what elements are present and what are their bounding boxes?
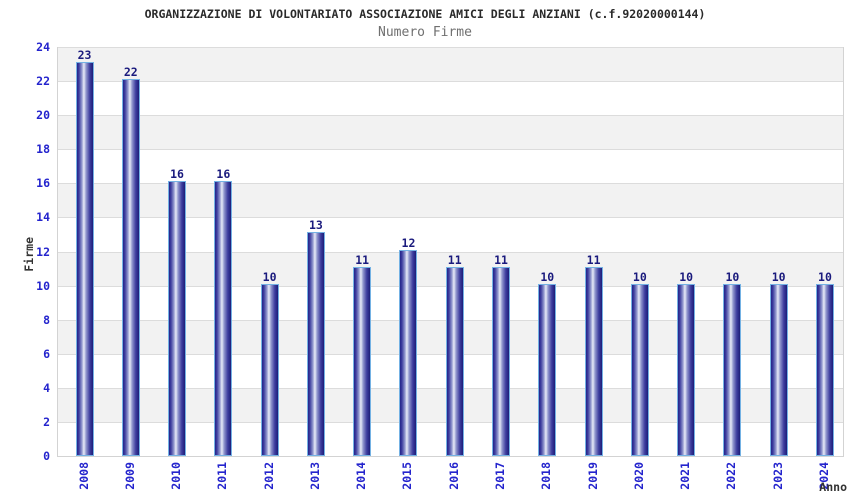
y-tick-label: 12 <box>36 244 50 259</box>
grid-line <box>58 217 843 219</box>
bar-2022 <box>723 283 742 456</box>
plot-area: 23 22 16 16 10 13 11 12 11 11 10 11 10 10 10 10 10 <box>57 47 844 457</box>
bar-2018 <box>538 283 557 456</box>
x-tick-label: 2012 <box>261 462 276 490</box>
bar-2010 <box>168 181 187 456</box>
bar-2008 <box>75 62 94 456</box>
bar-value-label: 13 <box>308 218 323 233</box>
y-tick-label: 16 <box>36 176 50 191</box>
grid-band <box>58 183 843 218</box>
bar-2023 <box>769 283 788 456</box>
x-tick-label: 2014 <box>354 462 369 490</box>
grid-line <box>58 81 843 83</box>
x-tick-label-wrap: 2023 <box>769 462 787 500</box>
bar-2014 <box>353 266 372 456</box>
bar-value-label: 12 <box>401 235 416 250</box>
grid-band <box>58 115 843 150</box>
bar-value-label: 10 <box>771 269 786 284</box>
y-tick-label: 0 <box>43 449 50 463</box>
bar-2011 <box>214 181 233 456</box>
bar-value-label: 16 <box>216 167 231 182</box>
x-tick-label-wrap: 2020 <box>630 462 648 500</box>
x-axis-title: Anno <box>819 480 847 494</box>
grid-line <box>58 149 843 151</box>
bar-value-label: 10 <box>679 269 694 284</box>
x-tick-label: 2018 <box>539 462 554 490</box>
bar-value-label: 10 <box>725 269 740 284</box>
bar-2009 <box>121 79 140 456</box>
x-tick-label-wrap: 2018 <box>537 462 555 500</box>
x-tick-label: 2023 <box>770 462 785 490</box>
y-tick-label: 20 <box>36 108 50 123</box>
x-tick-label-wrap: 2022 <box>722 462 740 500</box>
x-tick-label-wrap: 2008 <box>75 462 93 500</box>
x-tick-label-wrap: 2012 <box>260 462 278 500</box>
y-tick-label: 22 <box>36 74 50 89</box>
x-tick-label: 2019 <box>585 462 600 490</box>
x-tick-label: 2010 <box>169 462 184 490</box>
bar-value-label: 11 <box>447 252 462 267</box>
bar-2012 <box>260 283 279 456</box>
bar-value-label: 11 <box>586 252 601 267</box>
y-tick-label: 10 <box>36 278 50 293</box>
bar-value-label: 10 <box>818 269 832 284</box>
x-tick-label-wrap: 2015 <box>398 462 416 500</box>
bar-value-label: 10 <box>632 269 647 284</box>
grid-line <box>58 115 843 117</box>
bar-2024 <box>815 283 834 456</box>
y-tick-label: 8 <box>43 312 50 327</box>
bar-value-label: 22 <box>123 65 138 80</box>
bar-value-label: 11 <box>494 252 508 267</box>
bar-2021 <box>677 283 696 456</box>
y-tick-label: 14 <box>36 210 50 225</box>
grid-band <box>58 217 843 252</box>
x-tick-label: 2021 <box>678 462 693 490</box>
x-tick-label: 2009 <box>122 462 137 490</box>
y-tick-label: 4 <box>43 380 50 395</box>
bar-2013 <box>306 232 325 456</box>
x-tick-label-wrap: 2014 <box>352 462 370 500</box>
y-tick-label: 2 <box>43 414 50 429</box>
bar-value-label: 16 <box>170 167 184 182</box>
bar-value-label: 23 <box>77 48 92 63</box>
x-tick-label: 2016 <box>446 462 461 490</box>
bar-value-label: 10 <box>262 269 277 284</box>
x-tick-label-wrap: 2017 <box>491 462 509 500</box>
x-tick-label-wrap: 2016 <box>445 462 463 500</box>
y-tick-label: 24 <box>36 40 50 54</box>
x-tick-label-wrap: 2019 <box>584 462 602 500</box>
x-tick-label: 2015 <box>400 462 415 490</box>
bar-2015 <box>399 249 418 456</box>
bar-2016 <box>445 266 464 456</box>
bar-2017 <box>492 266 511 456</box>
grid-band <box>58 149 843 184</box>
grid-band <box>58 47 843 82</box>
y-tick-label: 6 <box>43 346 50 361</box>
grid-line <box>58 183 843 185</box>
bar-2019 <box>584 266 603 456</box>
x-tick-label-wrap: 2011 <box>213 462 231 500</box>
bar-value-label: 10 <box>540 269 555 284</box>
grid-line <box>58 251 843 253</box>
grid-line <box>58 47 843 48</box>
x-tick-label: 2008 <box>76 462 91 490</box>
x-tick-label-wrap: 2009 <box>121 462 139 500</box>
x-tick-label: 2020 <box>631 462 646 490</box>
x-tick-label: 2017 <box>493 462 508 490</box>
chart-title: ORGANIZZAZIONE DI VOLONTARIATO ASSOCIAZI… <box>144 7 706 21</box>
x-tick-label-wrap: 2013 <box>306 462 324 500</box>
x-tick-label: 2011 <box>215 462 230 490</box>
bar-2020 <box>630 283 649 456</box>
chart-subtitle: Numero Firme <box>378 25 472 40</box>
x-tick-label: 2022 <box>724 462 739 490</box>
y-tick-label: 18 <box>36 142 50 157</box>
grid-band <box>58 81 843 116</box>
x-tick-label: 2013 <box>307 462 322 490</box>
bar-value-label: 11 <box>355 252 370 267</box>
x-tick-label-wrap: 2010 <box>167 462 185 500</box>
x-tick-label-wrap: 2021 <box>676 462 694 500</box>
